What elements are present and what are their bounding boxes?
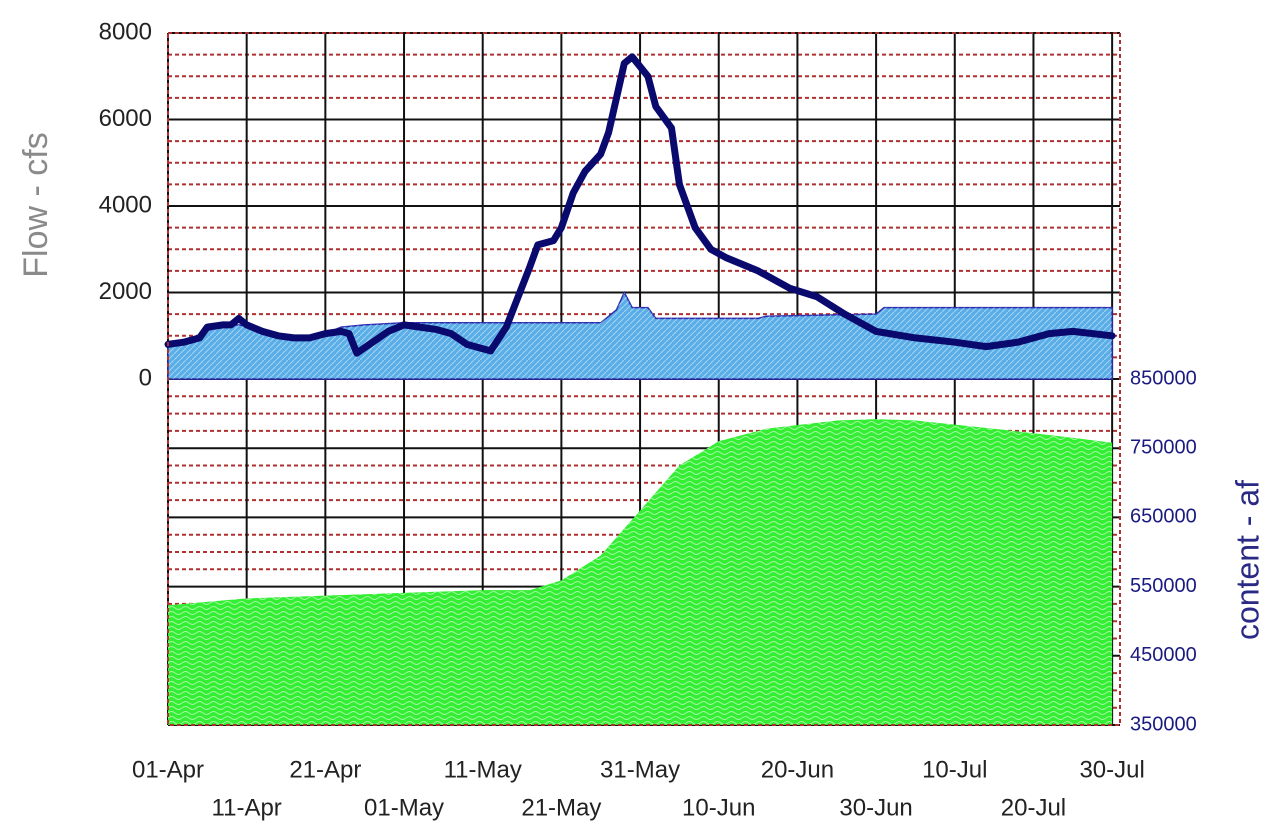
y-axis-label: Flow - cfs — [17, 132, 55, 277]
series — [164, 53, 1116, 725]
area-hatch — [168, 419, 1113, 725]
x-tick-label: 10-Jul — [922, 756, 987, 783]
y-tick-label: 2000 — [99, 278, 152, 305]
y-tick-label: 4000 — [99, 191, 152, 218]
x-tick-label: 20-Jul — [1001, 794, 1066, 821]
y2-tick-label: 450000 — [1130, 644, 1197, 666]
x-tick-label: 30-Jul — [1079, 756, 1144, 783]
y-tick-label: 6000 — [99, 105, 152, 132]
x-tick-label: 11-May — [444, 756, 522, 783]
y2-tick-label: 750000 — [1130, 436, 1197, 458]
y2-tick-label: 850000 — [1130, 367, 1197, 389]
line — [164, 53, 1116, 357]
area-hatch — [168, 292, 1113, 379]
y2-tick-label: 350000 — [1130, 713, 1197, 735]
plot-frame — [167, 32, 1121, 726]
x-tick-label: 11-Apr — [212, 794, 282, 821]
x-tick-label: 30-Jun — [839, 794, 912, 821]
y2-axis-label: content - af — [1229, 480, 1265, 640]
x-tick-label: 31-May — [600, 756, 680, 783]
x-tick-label: 21-Apr — [289, 756, 361, 783]
y2-tick-label: 550000 — [1130, 575, 1197, 597]
x-tick-label: 10-Jun — [682, 794, 755, 821]
y-tick-label: 8000 — [99, 18, 152, 45]
x-tick-label: 21-May — [521, 794, 601, 821]
x-tick-label: 01-May — [364, 794, 444, 821]
x-tick-label: 01-Apr — [132, 756, 204, 783]
y2-tick-label: 650000 — [1130, 506, 1197, 528]
y-tick-label: 0 — [139, 364, 152, 391]
x-tick-label: 20-Jun — [761, 756, 834, 783]
